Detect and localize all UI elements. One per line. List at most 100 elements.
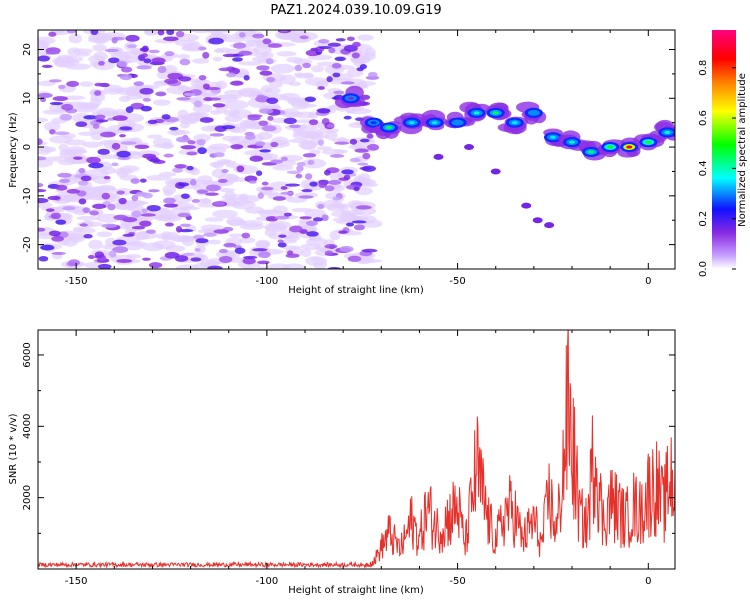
noise-blob [247, 114, 263, 118]
noise-blob [309, 138, 320, 146]
noise-blob [140, 213, 156, 217]
noise-blob [317, 203, 325, 209]
noise-blob [309, 134, 330, 139]
noise-blob [229, 233, 245, 238]
noise-blob [289, 225, 303, 233]
noise-blob [327, 42, 341, 47]
noise-blob [175, 136, 191, 143]
noise-blob [367, 71, 378, 78]
noise-blob [306, 231, 319, 237]
signal-peak [473, 111, 480, 115]
signal-peak [549, 135, 556, 139]
noise-blob [161, 114, 171, 120]
noise-blob [199, 117, 214, 123]
noise-blob [92, 123, 100, 129]
x-tick-label: 0 [645, 576, 651, 587]
noise-blob [321, 214, 329, 222]
x-tick-label: -150 [65, 576, 88, 587]
noise-blob [58, 159, 77, 166]
noise-blob [96, 231, 113, 238]
noise-blob [101, 192, 111, 200]
noise-blob [351, 220, 367, 224]
noise-blob [94, 251, 105, 258]
noise-blob [174, 129, 186, 135]
noise-blob [159, 207, 171, 215]
noise-blob [95, 119, 109, 123]
noise-blob [248, 180, 257, 184]
noise-blob [119, 126, 133, 131]
noise-blob [293, 72, 305, 77]
noise-blob [340, 81, 355, 85]
noise-blob [316, 127, 340, 134]
noise-blob [156, 70, 171, 80]
noise-blob [193, 79, 211, 84]
noise-blob [141, 45, 149, 53]
noise-blob [116, 190, 125, 195]
noise-blob [302, 72, 314, 78]
snr-line-plot [38, 330, 675, 569]
y-tick-label: 2000 [22, 485, 33, 510]
noise-blob [111, 142, 121, 150]
noise-blob [221, 125, 236, 130]
noise-blob [258, 108, 274, 114]
noise-blob [93, 90, 102, 96]
y-tick-label: 20 [22, 43, 33, 56]
noise-blob [209, 161, 223, 168]
noise-blob [155, 91, 167, 97]
noise-blob [152, 240, 176, 250]
noise-blob [55, 219, 67, 225]
noise-blob [148, 189, 160, 193]
noise-blob [172, 167, 184, 173]
noise-blob [280, 191, 294, 195]
signal-peak [530, 111, 537, 115]
noise-blob [296, 165, 304, 172]
noise-blob [148, 262, 163, 269]
noise-blob [270, 159, 283, 164]
colorbar-tick-label: 0.0 [698, 261, 709, 277]
noise-blob [317, 139, 324, 146]
noise-blob [147, 134, 163, 139]
noise-blob [321, 148, 345, 156]
signal-fragment [521, 202, 532, 209]
noise-blob [343, 115, 352, 120]
noise-blob [195, 238, 209, 244]
noise-blob [280, 186, 288, 190]
noise-blob [68, 259, 80, 267]
snr-y-label: SNR (10 * v/v) [8, 413, 19, 484]
noise-blob [51, 235, 64, 242]
noise-blob [163, 153, 174, 158]
noise-blob [163, 189, 174, 197]
noise-blob [221, 194, 247, 200]
noise-blob [243, 74, 250, 81]
noise-blob [55, 184, 68, 191]
noise-blob [179, 58, 191, 66]
noise-blob [299, 216, 312, 220]
noise-blob [346, 212, 358, 221]
noise-blob [279, 74, 296, 85]
noise-blob [38, 92, 53, 99]
noise-blob [47, 195, 61, 201]
y-tick-label: -20 [22, 236, 33, 252]
noise-blob [131, 226, 146, 230]
noise-blob [267, 220, 291, 230]
noise-blob [182, 42, 203, 51]
noise-blob [361, 219, 383, 228]
noise-blob [157, 66, 167, 73]
noise-blob [198, 74, 207, 81]
noise-blob [119, 74, 133, 81]
spectrogram-heatmap [38, 30, 675, 269]
noise-blob [316, 61, 337, 67]
noise-blob [194, 248, 201, 252]
noise-blob [258, 251, 271, 259]
noise-blob [141, 208, 148, 214]
noise-blob [48, 79, 62, 83]
noise-blob [217, 178, 228, 184]
noise-blob [349, 138, 358, 145]
noise-blob [266, 97, 279, 104]
noise-blob [186, 165, 194, 171]
noise-blob [361, 248, 378, 253]
noise-blob [318, 39, 330, 44]
noise-blob [180, 193, 190, 199]
noise-blob [261, 186, 274, 191]
signal-peak [645, 140, 652, 144]
